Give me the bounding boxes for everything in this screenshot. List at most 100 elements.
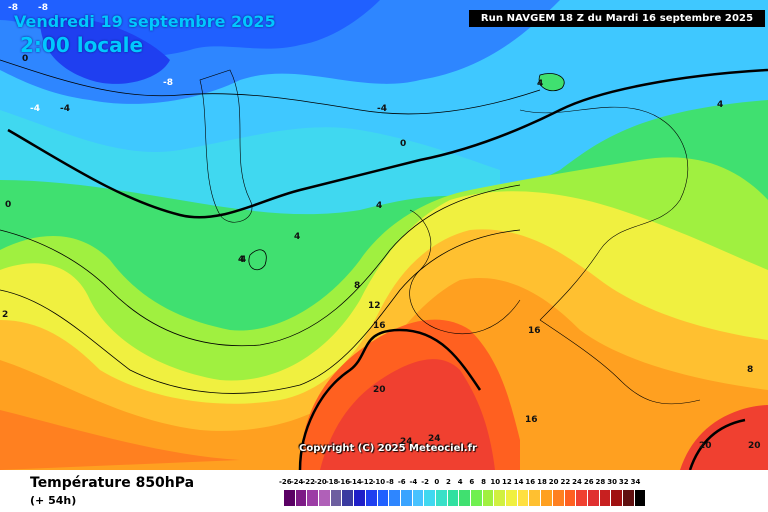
- contour-label: 4: [376, 201, 383, 211]
- legend-swatch: [330, 490, 343, 506]
- legend-tick-label: 30: [607, 478, 617, 486]
- legend-swatch: [447, 490, 460, 506]
- run-banner: Run NAVGEM 18 Z du Mardi 16 septembre 20…: [469, 10, 765, 27]
- contour-label: 16: [525, 415, 538, 425]
- legend-tick-label: 28: [595, 478, 606, 486]
- contour-label: 4: [537, 79, 544, 89]
- contour-label: 20: [373, 385, 386, 395]
- legend-swatch: [435, 490, 448, 506]
- contour-label: 20: [699, 441, 712, 451]
- legend-swatch: [599, 490, 612, 506]
- legend-tick-label: 20: [548, 478, 559, 486]
- legend-tick-label: 14: [513, 478, 524, 486]
- contour-label: 24: [428, 434, 441, 444]
- legend-tick-label: -8: [386, 478, 394, 486]
- legend-tick-label: 18: [537, 478, 547, 486]
- legend-swatch: [295, 490, 308, 506]
- legend-tick-label: -6: [397, 478, 406, 486]
- legend-swatch: [564, 490, 577, 506]
- contour-label: 20: [748, 441, 761, 451]
- contour-label: 4: [294, 232, 301, 242]
- contour-label: 16: [373, 321, 386, 331]
- legend-tick-label: -10: [372, 478, 386, 486]
- legend-swatch: [471, 490, 483, 506]
- legend-tick-label: -18: [325, 478, 339, 486]
- forecast-date: Vendredi 19 septembre 2025: [14, 12, 276, 31]
- copyright: Copyright (C) 2025 Meteociel.fr: [299, 443, 477, 454]
- legend-tick-label: -4: [409, 478, 418, 486]
- contour-label: 0: [5, 200, 12, 210]
- legend-tick-label: 0: [434, 478, 440, 486]
- legend-tick-label: -22: [302, 478, 316, 486]
- contour-label: 8: [747, 365, 754, 375]
- legend-tick-label: 34: [630, 478, 641, 486]
- temperature-map: Vendredi 19 septembre 2025 2:00 locale R…: [0, 0, 768, 470]
- legend-swatch: [634, 490, 647, 506]
- legend-swatch: [611, 490, 623, 506]
- legend-swatch: [319, 490, 331, 506]
- legend-swatch: [354, 490, 366, 506]
- legend-swatch: [307, 490, 320, 506]
- legend-tick-label: -26: [279, 478, 292, 486]
- legend-tick-label: -12: [360, 478, 374, 486]
- legend-tick-label: 26: [583, 478, 594, 486]
- legend-swatch: [459, 490, 471, 506]
- contour-label: -8: [163, 78, 173, 88]
- legend-swatch: [284, 490, 296, 506]
- contour-label: -4: [30, 104, 40, 114]
- legend-swatch: [622, 490, 635, 506]
- legend-tick-label: 10: [490, 478, 501, 486]
- legend-footer: Température 850hPa (+ 54h) -26 -24 -22 -20-…: [0, 470, 768, 512]
- legend-tick-label: 22: [560, 478, 571, 486]
- legend-swatch: [576, 490, 588, 506]
- legend-tick-label: -20: [314, 478, 327, 486]
- legend-ticks: -26 -24 -22 -20 -18 -16 -14 -12 -10 -8 -6 -4 -2 0 2 4 6 8…: [279, 478, 641, 488]
- legend-tick-label: 12: [502, 478, 512, 486]
- contour-label: 8: [354, 281, 361, 291]
- legend-tick-label: -24: [290, 478, 304, 486]
- legend-swatch: [541, 490, 553, 506]
- contour-label: 16: [528, 326, 541, 336]
- legend-swatch: [552, 490, 565, 506]
- legend-swatch: [389, 490, 401, 506]
- contour-label: 4: [717, 100, 724, 110]
- legend-swatch: [517, 490, 530, 506]
- legend-tick-label: 4: [457, 478, 463, 486]
- legend-swatch: [529, 490, 542, 506]
- legend-tick-label: 6: [469, 478, 475, 486]
- parameter-title: Température 850hPa: [30, 475, 195, 491]
- legend-tick-label: 8: [481, 478, 486, 486]
- legend-swatch: [365, 490, 378, 506]
- map-canvas: [0, 0, 768, 470]
- legend-swatch: [400, 490, 413, 506]
- forecast-lead: (+ 54h): [30, 494, 77, 507]
- legend-swatch: [377, 490, 390, 506]
- legend-tick-label: 16: [525, 478, 536, 486]
- legend-tick-label: 2: [446, 478, 451, 486]
- contour-label: -4: [60, 104, 70, 114]
- contour-label: 4: [238, 255, 245, 265]
- contour-label: 24: [400, 437, 413, 447]
- legend-swatch: [342, 490, 355, 506]
- forecast-time: 2:00 locale: [20, 33, 144, 57]
- legend-swatch: [494, 490, 507, 506]
- contour-label: -8: [8, 3, 18, 13]
- legend-tick-label: -14: [349, 478, 362, 486]
- contour-label: 0: [400, 139, 407, 149]
- legend-tick-label: 24: [572, 478, 582, 486]
- legend-tick-label: -2: [421, 478, 429, 486]
- legend-color-bar: [284, 490, 647, 506]
- contour-label: 2: [2, 310, 9, 320]
- contour-label: -4: [377, 104, 387, 114]
- legend-tick-label: -16: [337, 478, 351, 486]
- legend-swatch: [587, 490, 600, 506]
- legend-tick-label: 32: [618, 478, 629, 486]
- contour-label: 4: [240, 255, 247, 265]
- contour-label: -8: [38, 3, 48, 13]
- legend-swatch: [506, 490, 518, 506]
- contour-label: 12: [368, 301, 381, 311]
- contour-label: 0: [22, 54, 29, 64]
- legend-swatch: [412, 490, 425, 506]
- legend-swatch: [424, 490, 436, 506]
- legend-swatch: [482, 490, 495, 506]
